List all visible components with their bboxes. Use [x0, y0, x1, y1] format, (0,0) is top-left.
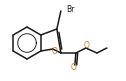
Text: O: O [84, 41, 90, 50]
Text: O: O [51, 46, 57, 55]
Text: O: O [71, 63, 77, 72]
Text: Br: Br [66, 5, 74, 14]
